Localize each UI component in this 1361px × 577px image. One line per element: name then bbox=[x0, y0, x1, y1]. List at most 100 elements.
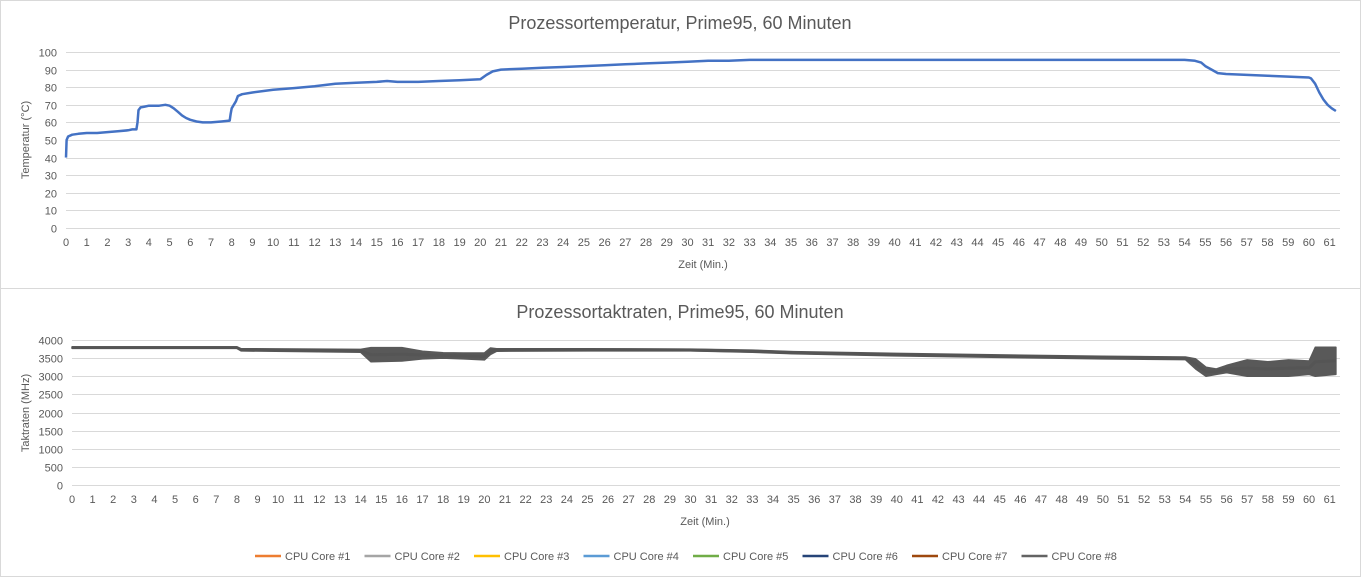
y-tick-label: 100 bbox=[39, 48, 57, 60]
x-tick-label: 11 bbox=[288, 237, 299, 249]
y-axis-label: Temperatur (°C) bbox=[20, 101, 32, 179]
x-tick-label: 58 bbox=[1261, 237, 1273, 249]
y-tick-label: 0 bbox=[57, 481, 63, 493]
legend-label: CPU Core #3 bbox=[504, 551, 569, 563]
x-tick-label: 1 bbox=[90, 494, 96, 506]
y-tick-label: 20 bbox=[45, 189, 57, 201]
x-tick-label: 9 bbox=[249, 237, 255, 249]
x-tick-label: 14 bbox=[350, 237, 362, 249]
legend-item: CPU Core #6 bbox=[802, 551, 898, 563]
x-tick-label: 47 bbox=[1034, 237, 1046, 249]
y-tick-label: 4000 bbox=[39, 336, 63, 348]
x-tick-label: 38 bbox=[847, 237, 859, 249]
legend-label: CPU Core #7 bbox=[942, 551, 1007, 563]
x-tick-label: 29 bbox=[664, 494, 676, 506]
x-tick-label: 44 bbox=[973, 494, 985, 506]
x-tick-label: 35 bbox=[788, 494, 800, 506]
x-axis-label: Zeit (Min.) bbox=[680, 516, 730, 528]
x-tick-label: 26 bbox=[602, 494, 614, 506]
x-tick-label: 27 bbox=[623, 494, 635, 506]
x-tick-label: 3 bbox=[125, 237, 131, 249]
x-tick-label: 15 bbox=[371, 237, 383, 249]
x-tick-label: 3 bbox=[131, 494, 137, 506]
x-tick-label: 31 bbox=[705, 494, 717, 506]
x-tick-label: 36 bbox=[808, 494, 820, 506]
x-tick-label: 48 bbox=[1054, 237, 1066, 249]
x-tick-label: 60 bbox=[1303, 237, 1315, 249]
x-tick-label: 54 bbox=[1179, 494, 1191, 506]
x-tick-label: 12 bbox=[308, 237, 320, 249]
x-tick-label: 29 bbox=[661, 237, 673, 249]
x-tick-label: 47 bbox=[1035, 494, 1047, 506]
x-tick-labels: 0 1 2 3 4 5 6 7 8 9 10 11 12 13 14 15 16 17 18 19 20 21 22 23 24… bbox=[69, 494, 1336, 506]
x-tick-label: 56 bbox=[1220, 494, 1232, 506]
x-tick-label: 25 bbox=[581, 494, 593, 506]
x-tick-label: 51 bbox=[1116, 237, 1128, 249]
x-tick-label: 52 bbox=[1137, 237, 1149, 249]
x-tick-label: 20 bbox=[474, 237, 486, 249]
y-tick-label: 90 bbox=[45, 66, 57, 78]
x-tick-label: 32 bbox=[723, 237, 735, 249]
x-tick-label: 7 bbox=[213, 494, 219, 506]
x-tick-label: 42 bbox=[930, 237, 942, 249]
legend-label: CPU Core #4 bbox=[614, 551, 679, 563]
x-tick-label: 45 bbox=[992, 237, 1004, 249]
x-tick-label: 4 bbox=[151, 494, 157, 506]
x-tick-label: 37 bbox=[829, 494, 841, 506]
legend: CPU Core #1 CPU Core #2 CPU Core #3 CPU Cor… bbox=[255, 551, 1117, 563]
x-tick-label: 36 bbox=[806, 237, 818, 249]
x-tick-label: 18 bbox=[437, 494, 449, 506]
x-tick-label: 50 bbox=[1096, 237, 1108, 249]
x-tick-label: 24 bbox=[557, 237, 569, 249]
y-tick-label: 70 bbox=[45, 101, 57, 113]
x-tick-label: 6 bbox=[193, 494, 199, 506]
x-tick-label: 53 bbox=[1158, 237, 1170, 249]
y-tick-label: 30 bbox=[45, 171, 57, 183]
y-tick-labels: 0 10 20 30 40 50 60 70 80 90 100 bbox=[39, 48, 57, 236]
x-tick-label: 58 bbox=[1262, 494, 1274, 506]
series-line bbox=[64, 58, 1337, 158]
x-tick-label: 6 bbox=[187, 237, 193, 249]
x-tick-label: 19 bbox=[458, 494, 470, 506]
x-tick-label: 55 bbox=[1199, 237, 1211, 249]
x-tick-label: 61 bbox=[1324, 237, 1336, 249]
x-tick-label: 43 bbox=[951, 237, 963, 249]
y-tick-label: 1000 bbox=[39, 445, 63, 457]
x-tick-label: 40 bbox=[891, 494, 903, 506]
legend-item: CPU Core #3 bbox=[474, 551, 569, 563]
x-tick-label: 32 bbox=[726, 494, 738, 506]
chart-title: Prozessortaktraten, Prime95, 60 Minuten bbox=[516, 302, 843, 322]
x-tick-label: 54 bbox=[1179, 237, 1191, 249]
x-tick-label: 60 bbox=[1303, 494, 1315, 506]
x-tick-label: 8 bbox=[234, 494, 240, 506]
x-tick-label: 19 bbox=[453, 237, 465, 249]
x-tick-label: 13 bbox=[334, 494, 346, 506]
legend-item: CPU Core #7 bbox=[912, 551, 1007, 563]
x-tick-label: 5 bbox=[172, 494, 178, 506]
x-tick-label: 30 bbox=[684, 494, 696, 506]
x-tick-label: 41 bbox=[911, 494, 923, 506]
x-tick-label: 43 bbox=[952, 494, 964, 506]
x-tick-label: 35 bbox=[785, 237, 797, 249]
x-tick-label: 10 bbox=[272, 494, 284, 506]
x-tick-label: 7 bbox=[208, 237, 214, 249]
x-tick-label: 34 bbox=[767, 494, 779, 506]
x-tick-label: 28 bbox=[643, 494, 655, 506]
x-tick-label: 11 bbox=[293, 494, 304, 506]
chart-title: Prozessortemperatur, Prime95, 60 Minuten bbox=[508, 13, 851, 33]
x-tick-label: 18 bbox=[433, 237, 445, 249]
x-tick-label: 28 bbox=[640, 237, 652, 249]
series-band bbox=[71, 346, 1337, 378]
x-tick-label: 61 bbox=[1324, 494, 1336, 506]
y-tick-label: 60 bbox=[45, 118, 57, 130]
y-tick-label: 0 bbox=[51, 224, 57, 236]
x-tick-label: 59 bbox=[1282, 237, 1294, 249]
x-tick-label: 12 bbox=[313, 494, 325, 506]
series-line bbox=[72, 346, 1336, 374]
y-tick-label: 3500 bbox=[39, 354, 63, 366]
legend-label: CPU Core #1 bbox=[285, 551, 350, 563]
x-tick-label: 30 bbox=[681, 237, 693, 249]
y-tick-label: 2000 bbox=[39, 409, 63, 421]
x-tick-label: 17 bbox=[416, 494, 428, 506]
x-tick-label: 44 bbox=[971, 237, 983, 249]
